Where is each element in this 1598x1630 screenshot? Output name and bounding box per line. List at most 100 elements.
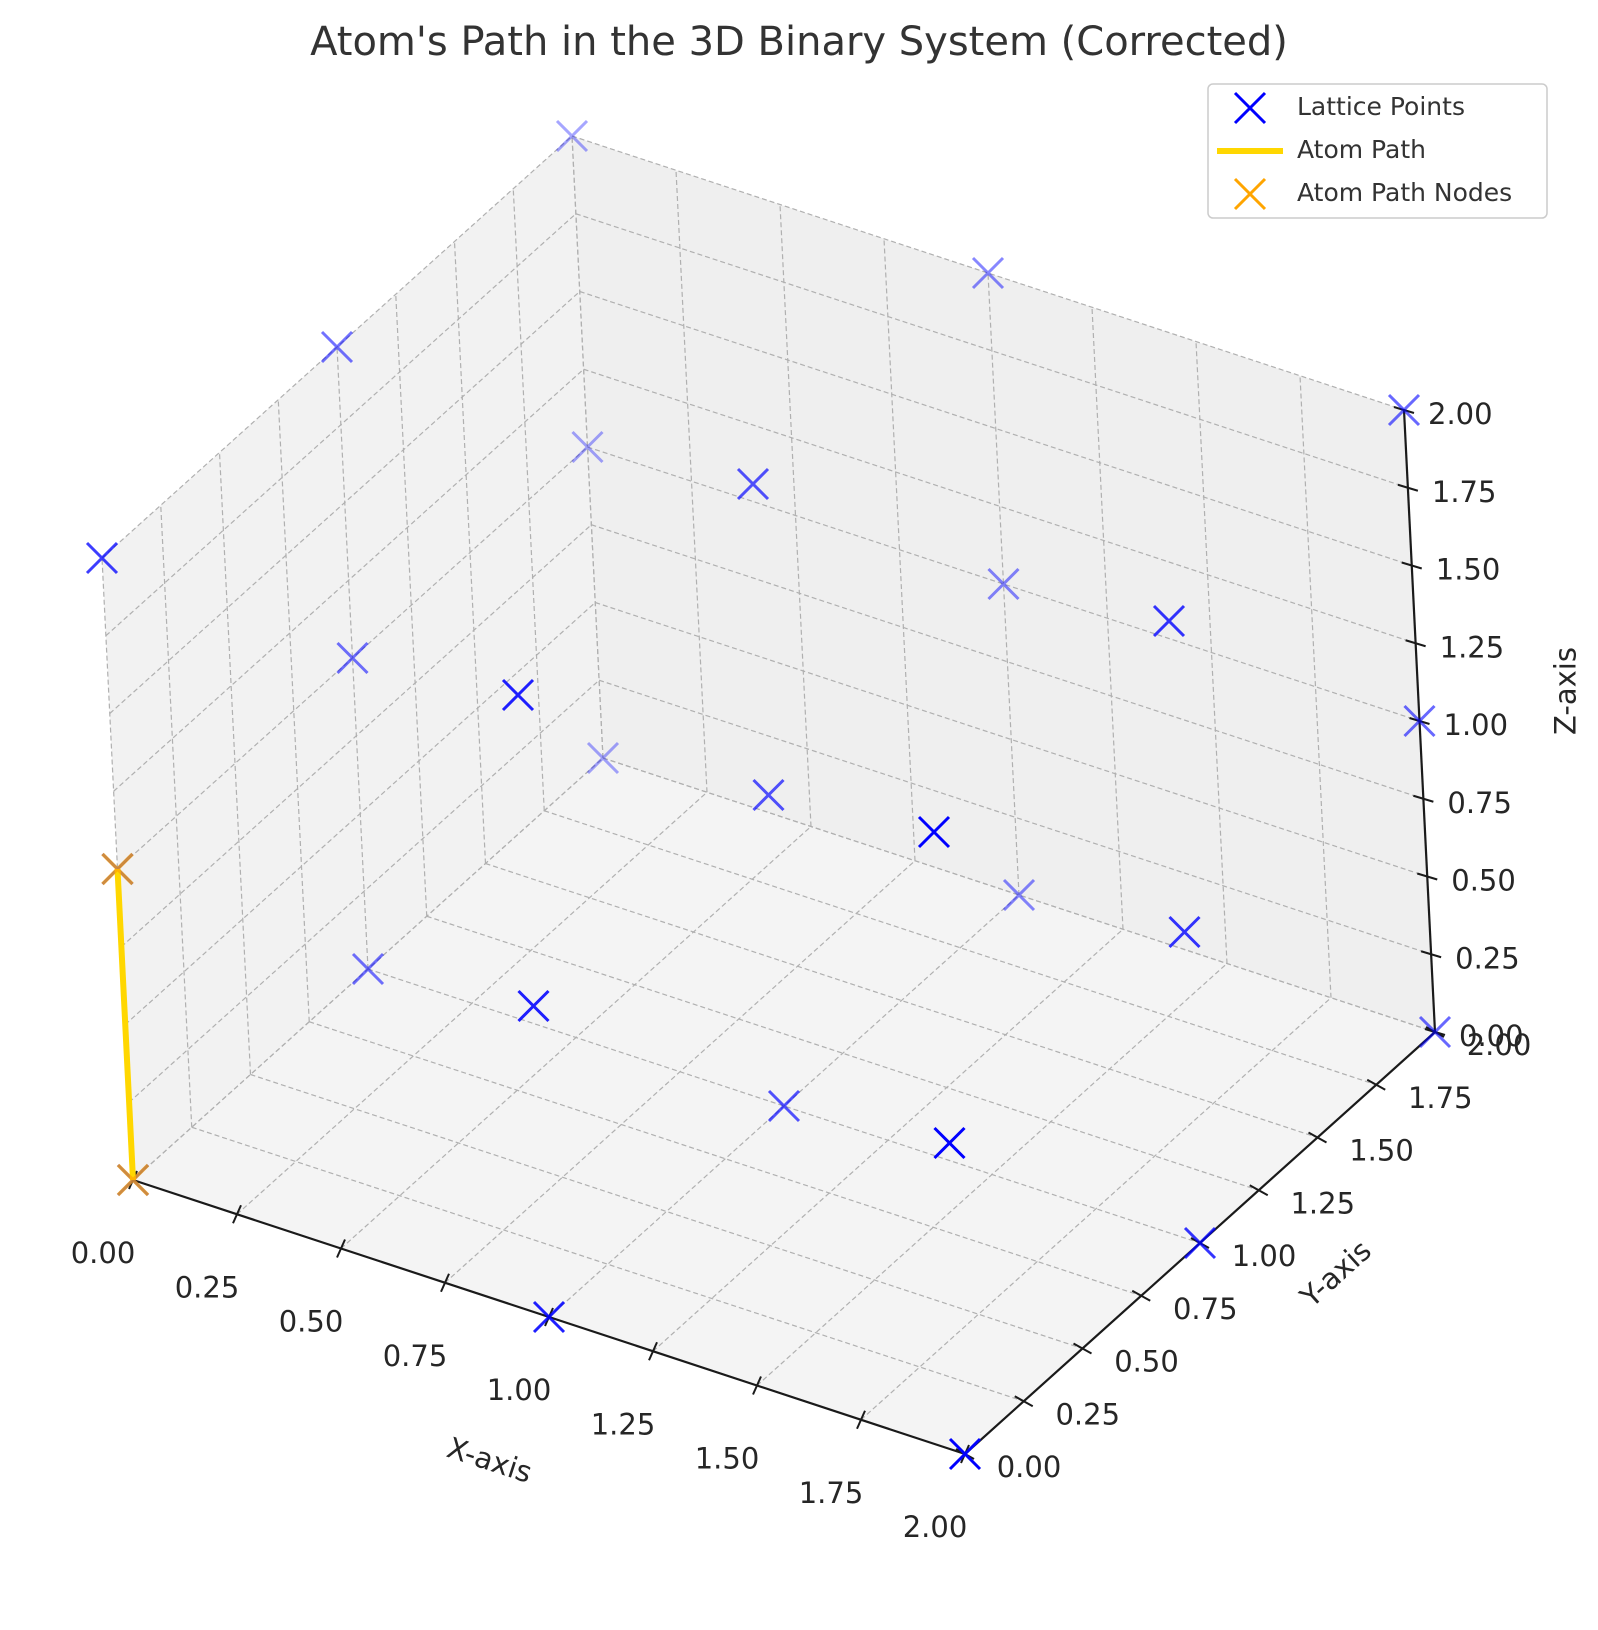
lattice-point <box>971 256 1005 290</box>
gridline-z <box>124 602 596 1025</box>
z-tick-label: 1.00 <box>1444 708 1509 742</box>
lattice-point <box>1183 1226 1217 1260</box>
lattice-point <box>517 989 550 1023</box>
lattice-point <box>571 430 604 464</box>
gridline-z <box>113 368 585 792</box>
gridline-z <box>105 213 577 637</box>
z-tick <box>1420 950 1442 959</box>
z-tick <box>1397 483 1419 492</box>
y-tick <box>1073 1342 1092 1355</box>
lattice-point <box>1403 704 1436 738</box>
y-tick <box>1014 1395 1034 1408</box>
y-tick-label: 1.75 <box>1408 1081 1473 1115</box>
lattice-point <box>1002 878 1036 912</box>
y-tick-label: 0.25 <box>1055 1397 1120 1431</box>
lattice-point <box>1168 915 1201 949</box>
gridline-z <box>595 601 1428 878</box>
z-tick-label: 1.75 <box>1432 475 1497 509</box>
y-tick <box>1308 1131 1327 1144</box>
atom-path-node <box>116 1163 150 1197</box>
lattice-point <box>1418 1015 1452 1049</box>
x-tick-label: 1.75 <box>799 1476 864 1510</box>
lattice-point <box>917 815 951 849</box>
gridline-y <box>191 1126 1024 1402</box>
gridline-z <box>575 213 1409 489</box>
y-tick-label: 1.50 <box>1349 1134 1414 1168</box>
gridline-z <box>583 368 1416 644</box>
z-tick-label: 2.00 <box>1428 397 1493 431</box>
x-tick-label: 0.50 <box>279 1305 344 1339</box>
x-tick-label: 0.00 <box>71 1236 136 1270</box>
atom-path-line <box>114 868 136 1181</box>
lattice-point <box>987 567 1020 601</box>
x-tick-label: 2.00 <box>903 1510 968 1544</box>
gridline-y <box>309 1021 1142 1297</box>
x-tick-label: 1.25 <box>591 1407 656 1441</box>
y-tick <box>1249 1184 1269 1197</box>
gridline-y <box>367 968 1201 1244</box>
lattice-point <box>1387 393 1421 427</box>
y-tick-label: 0.00 <box>997 1450 1062 1484</box>
x-tick <box>440 1273 450 1293</box>
y-tick-label: 1.25 <box>1290 1186 1355 1220</box>
z-tick-label: 0.75 <box>1447 786 1512 820</box>
data-series <box>85 119 1452 1471</box>
gridline-x <box>860 997 1332 1421</box>
z-tick-label: 0.50 <box>1451 864 1516 898</box>
gridline-y <box>485 862 1318 1139</box>
y-tick-label: 0.50 <box>1114 1345 1179 1379</box>
legend-x-swatch <box>1233 177 1267 211</box>
lattice-point <box>767 1089 801 1123</box>
x-tick <box>648 1341 658 1361</box>
gridline-x <box>236 791 708 1215</box>
gridline-z <box>128 679 600 1103</box>
lattice-point <box>532 1300 566 1334</box>
gridline-y <box>426 915 1259 1191</box>
lattice-point <box>736 467 770 501</box>
gridlines <box>101 135 1436 1455</box>
legend-x-swatch <box>1233 91 1267 125</box>
y-tick-label: 1.00 <box>1232 1239 1297 1273</box>
lattice-point <box>555 119 589 153</box>
gridline-z <box>598 679 1432 955</box>
y-tick-label: 2.00 <box>1467 1028 1532 1062</box>
x-tick-label: 0.25 <box>175 1270 240 1304</box>
x-tick <box>336 1239 346 1258</box>
lattice-point <box>351 952 385 986</box>
y-tick <box>1131 1289 1151 1302</box>
z-tick-label: 0.00 <box>1459 1019 1524 1053</box>
lattice-point <box>933 1126 966 1160</box>
x-tick-label: 1.00 <box>487 1373 552 1407</box>
gridline-z <box>587 446 1420 722</box>
lattice-point <box>85 541 119 575</box>
x-tick <box>232 1204 242 1224</box>
gridline-z <box>579 290 1412 567</box>
lattice-point <box>320 330 354 364</box>
x-tick-label: 0.75 <box>383 1339 448 1373</box>
z-axis-label: Z-axis <box>1549 647 1583 735</box>
lattice-point <box>948 1437 982 1471</box>
legend-label: Lattice Points <box>1297 92 1465 121</box>
legend-box <box>1207 83 1548 219</box>
lattice-point <box>752 778 785 812</box>
y-tick-label: 0.75 <box>1173 1292 1238 1326</box>
x-tick-label: 1.50 <box>695 1442 760 1476</box>
lattice-point <box>1152 604 1186 638</box>
atom-path-node <box>101 852 134 886</box>
lattice-point <box>586 741 620 775</box>
atom-path-nodes-series <box>101 852 150 1197</box>
x-tick <box>752 1376 762 1395</box>
z-tick <box>1405 639 1426 648</box>
gridline-z <box>591 524 1424 800</box>
lattice-point <box>336 641 369 675</box>
z-tick <box>1413 794 1434 803</box>
atom-path-series <box>114 868 136 1181</box>
z-tick-label: 1.25 <box>1440 630 1505 664</box>
legend: Lattice Points Atom Path Atom Path Nodes <box>1207 83 1548 219</box>
gridline-z <box>109 291 581 714</box>
gridline-z <box>120 524 592 948</box>
z-tick-label: 1.50 <box>1436 553 1501 587</box>
y-tick <box>1366 1078 1386 1091</box>
chart-title: Atom's Path in the 3D Binary System (Cor… <box>310 19 1288 65</box>
